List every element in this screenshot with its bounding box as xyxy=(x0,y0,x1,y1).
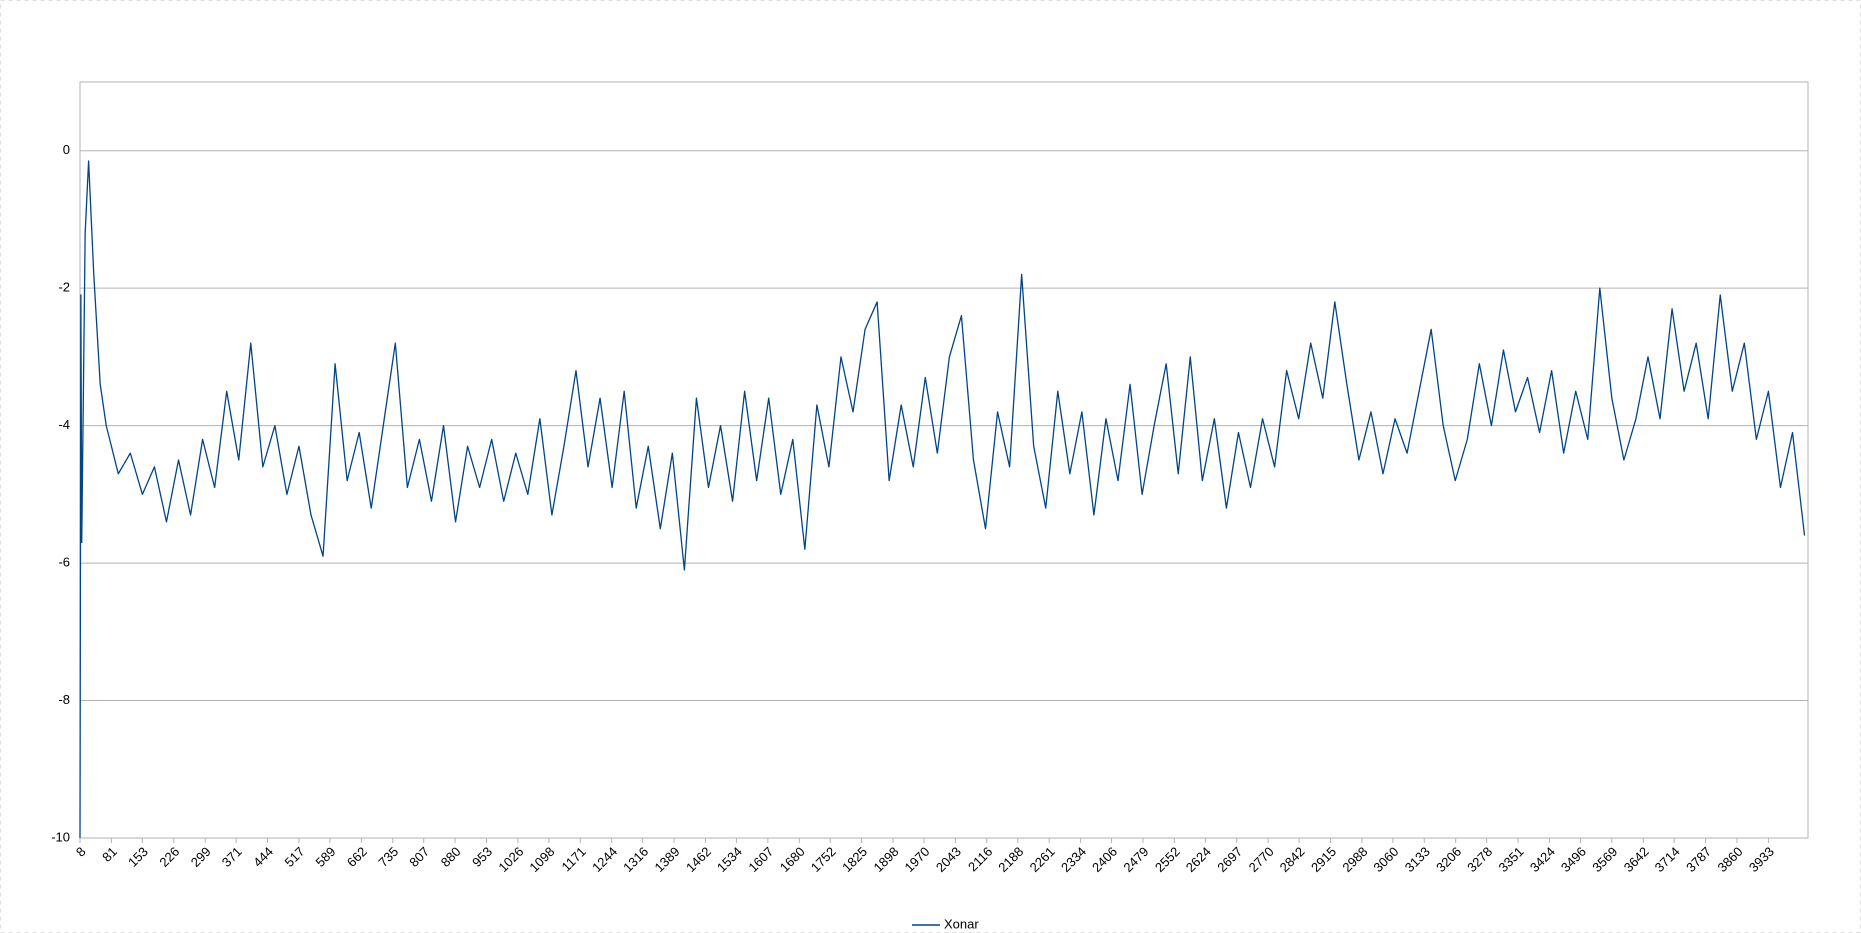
x-tick-label: 517 xyxy=(282,844,308,870)
x-tick-label: 3860 xyxy=(1715,844,1746,875)
x-tick-label: 1316 xyxy=(620,844,651,875)
x-tick-label: 1026 xyxy=(495,844,526,875)
x-tick-label: 3060 xyxy=(1370,844,1401,875)
x-tick-label: 953 xyxy=(469,844,495,870)
x-tick-label: 1534 xyxy=(714,844,745,875)
x-tick-label: 2697 xyxy=(1214,844,1245,875)
x-tick-label: 735 xyxy=(375,844,401,870)
x-tick-label: 1825 xyxy=(839,844,870,875)
x-tick-label: 589 xyxy=(313,844,339,870)
x-tick-label: 1752 xyxy=(808,844,839,875)
y-tick-label: -4 xyxy=(58,417,70,432)
x-tick-label: 2406 xyxy=(1089,844,1120,875)
x-tick-label: 3133 xyxy=(1402,844,1433,875)
x-tick-label: 3787 xyxy=(1683,844,1714,875)
x-tick-label: 3351 xyxy=(1496,844,1527,875)
x-tick-label: 2188 xyxy=(995,844,1026,875)
x-tick-label: 1098 xyxy=(526,844,557,875)
x-tick-label: 1171 xyxy=(558,844,588,874)
x-tick-label: 2842 xyxy=(1277,844,1308,875)
x-tick-label: 2552 xyxy=(1152,844,1183,875)
x-tick-label: 3642 xyxy=(1621,844,1652,875)
plot-frame xyxy=(79,81,1809,839)
x-tick-label: 2116 xyxy=(965,844,995,874)
x-tick-label: 1898 xyxy=(871,844,902,875)
x-tick-label: 153 xyxy=(125,844,151,870)
x-tick-label: 371 xyxy=(219,844,245,870)
x-tick-label: 880 xyxy=(438,844,464,870)
x-tick-label: 1244 xyxy=(589,844,620,875)
x-tick-label: 2479 xyxy=(1120,844,1151,875)
x-tick-label: 807 xyxy=(406,844,432,870)
x-tick-label: 3569 xyxy=(1589,844,1620,875)
x-tick-label: 1970 xyxy=(901,844,932,875)
x-tick-label: 2915 xyxy=(1308,844,1339,875)
x-tick-label: 662 xyxy=(344,844,370,870)
x-tick-label: 1389 xyxy=(652,844,683,875)
x-tick-label: 2334 xyxy=(1058,844,1089,875)
x-tick-label: 1680 xyxy=(777,844,808,875)
x-tick-label: 1462 xyxy=(683,844,714,875)
y-tick-label: -2 xyxy=(58,280,70,295)
y-tick-label: -8 xyxy=(58,692,70,707)
x-tick-label: 1607 xyxy=(745,844,776,875)
x-tick-label: 3714 xyxy=(1652,844,1683,875)
x-tick-label: 3278 xyxy=(1464,844,1495,875)
x-tick-label: 2043 xyxy=(933,844,964,875)
x-tick-label: 81 xyxy=(99,844,120,865)
y-tick-label: -6 xyxy=(58,555,70,570)
x-tick-label: 299 xyxy=(188,844,214,870)
x-tick-label: 226 xyxy=(156,844,182,870)
x-tick-label: 444 xyxy=(250,844,276,870)
x-tick-label: 2988 xyxy=(1339,844,1370,875)
x-tick-label: 2770 xyxy=(1246,844,1277,875)
y-tick-label: 0 xyxy=(63,142,70,157)
x-tick-label: 8 xyxy=(73,844,89,860)
x-tick-label: 3424 xyxy=(1527,844,1558,875)
x-tick-label: 2261 xyxy=(1027,844,1058,875)
x-tick-label: 2624 xyxy=(1183,844,1214,875)
x-tick-label: 3206 xyxy=(1433,844,1464,875)
y-tick-label: -10 xyxy=(51,829,70,844)
x-tick-label: 3496 xyxy=(1558,844,1589,875)
legend-label: Xonar xyxy=(944,916,979,931)
x-tick-label: 3933 xyxy=(1746,844,1777,875)
series-line xyxy=(79,160,1806,839)
